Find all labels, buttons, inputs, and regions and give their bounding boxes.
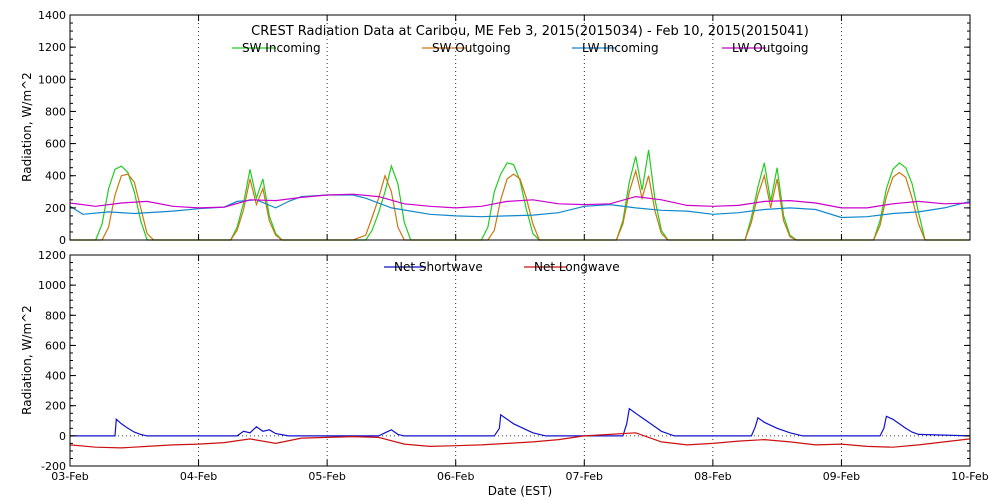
- legend-label-lw-outgoing: LW Outgoing: [732, 41, 809, 55]
- upper-panel: 0 200 400 600 800 1000 1200 1400 CREST Radiatio…: [20, 9, 971, 247]
- y-tick-label: 800: [45, 309, 66, 322]
- x-tick-label-03-feb: 03-Feb: [51, 470, 88, 483]
- upper-grid: [198, 15, 842, 240]
- y-tick-label: 1200: [38, 41, 66, 54]
- series-line-lw-outgoing: [69, 193, 971, 209]
- y-tick-label: 1400: [38, 9, 66, 22]
- x-tick-label-05-feb: 05-Feb: [308, 470, 345, 483]
- legend-label-net-shortwave: Net Shortwave: [394, 260, 483, 274]
- x-axis-label: Date (EST): [488, 484, 552, 498]
- lower-y-axis-label: Radiation, W/m^2: [20, 305, 34, 415]
- legend-label-lw-incoming: LW Incoming: [582, 41, 659, 55]
- x-tick-label-10-feb: 10-Feb: [951, 470, 988, 483]
- legend-label-sw-outgoing: SW Outgoing: [432, 41, 511, 55]
- y-tick-label: 0: [59, 430, 66, 443]
- y-tick-label: 400: [45, 170, 66, 183]
- x-tick-label-07-feb: 07-Feb: [566, 470, 603, 483]
- y-tick-label: 200: [45, 400, 66, 413]
- legend-label-sw-incoming: SW Incoming: [242, 41, 321, 55]
- upper-chart-title: CREST Radiation Data at Caribou, ME Feb …: [251, 24, 809, 39]
- y-tick-label: 200: [45, 202, 66, 215]
- x-tick-label-08-feb: 08-Feb: [694, 470, 731, 483]
- series-line-net-shortwave: [70, 407, 971, 437]
- y-tick-label: 400: [45, 370, 66, 383]
- lower-y-ticks: -200 0 200 400 600 800 1000 1200: [38, 249, 971, 473]
- legend-label-net-longwave: Net Longwave: [534, 260, 620, 274]
- x-tick-label-06-feb: 06-Feb: [437, 470, 474, 483]
- lower-panel: -200 0 200 400 600 800 1000 1200 03-Feb 04-Feb 05…: [20, 249, 989, 498]
- lower-series-layer: [69, 407, 971, 449]
- y-tick-label: -200: [41, 460, 66, 473]
- y-tick-label: 600: [45, 138, 66, 151]
- y-tick-label: 600: [45, 339, 66, 352]
- series-line-sw-outgoing: [70, 168, 970, 241]
- upper-series-layer: [69, 149, 971, 241]
- y-tick-label: 800: [45, 105, 66, 118]
- series-line-net-longwave: [69, 432, 971, 449]
- y-tick-label: 0: [59, 234, 66, 247]
- y-tick-label: 1200: [38, 249, 66, 262]
- x-tick-label-04-feb: 04-Feb: [180, 470, 217, 483]
- x-tick-label-09-feb: 09-Feb: [823, 470, 860, 483]
- y-tick-label: 1000: [38, 73, 66, 86]
- upper-y-axis-label: Radiation, W/m^2: [20, 72, 34, 182]
- lower-x-ticks: 03-Feb 04-Feb 05-Feb 06-Feb 07-Feb 08-Feb 09-F…: [51, 470, 988, 483]
- upper-y-ticks: 0 200 400 600 800 1000 1200 1400: [38, 9, 971, 247]
- y-tick-label: 1000: [38, 279, 66, 292]
- lower-legend: Net Shortwave Net Longwave: [384, 260, 620, 274]
- upper-legend: SW Incoming SW Outgoing LW Incoming LW Outg…: [232, 41, 809, 55]
